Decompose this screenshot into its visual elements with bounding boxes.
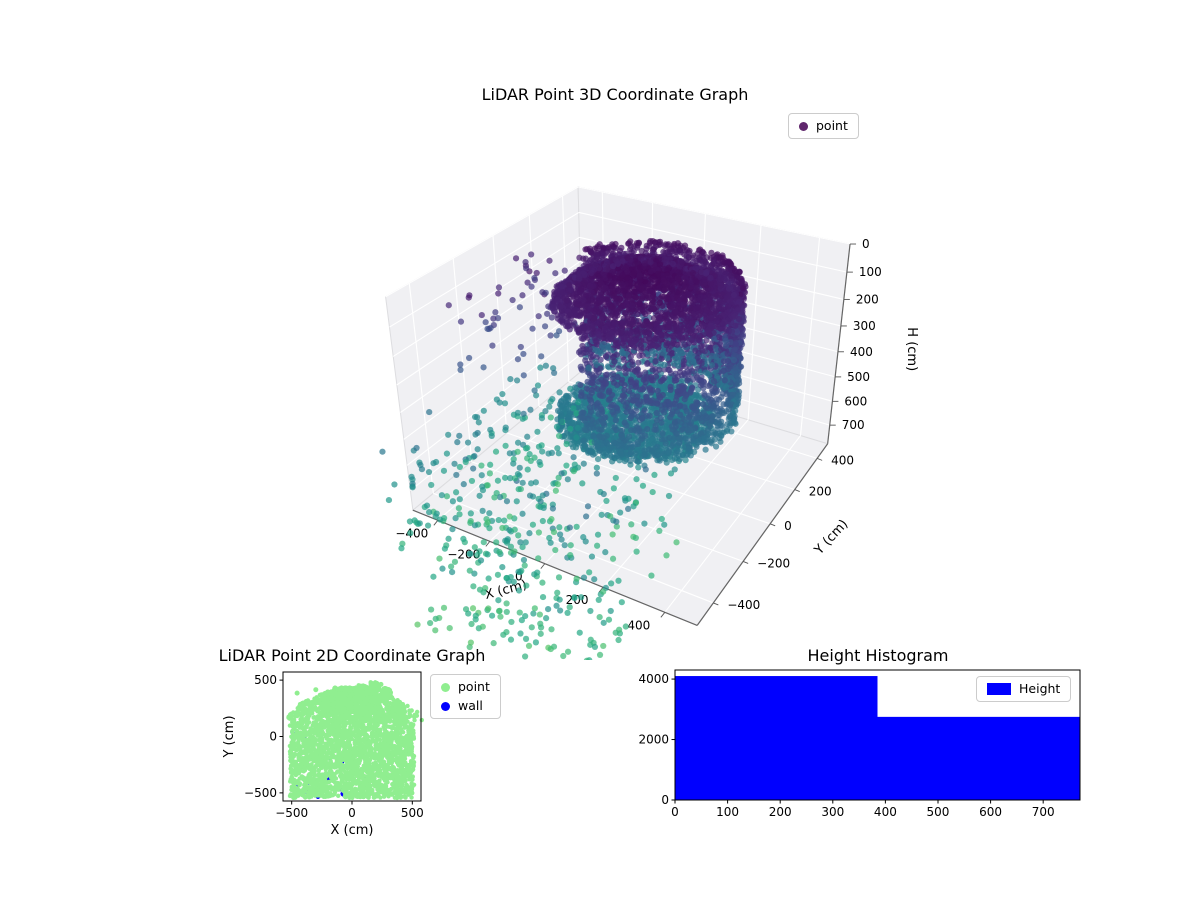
histogram-legend: Height <box>976 676 1072 702</box>
legend-label: wall <box>458 698 483 713</box>
legend-row: wall <box>441 698 490 714</box>
wall-marker-icon <box>441 701 450 711</box>
scatter2d-legend: point wall <box>430 674 501 719</box>
legend-row: Height <box>987 681 1060 697</box>
point-marker-icon <box>799 121 808 131</box>
legend-label: point <box>458 679 490 694</box>
histogram-title: Height Histogram <box>807 646 949 665</box>
scatter3d-canvas <box>340 140 940 660</box>
legend-label: Height <box>1019 681 1061 696</box>
point-marker-icon <box>441 682 450 692</box>
height-patch-icon <box>987 683 1011 695</box>
scatter3d-title: LiDAR Point 3D Coordinate Graph <box>481 85 749 104</box>
legend-label: point <box>816 118 848 133</box>
scatter3d-legend: point <box>788 113 859 139</box>
legend-row: point <box>799 118 848 134</box>
scatter2d-canvas <box>218 664 442 842</box>
legend-row: point <box>441 679 490 695</box>
scatter2d-title: LiDAR Point 2D Coordinate Graph <box>218 646 486 665</box>
